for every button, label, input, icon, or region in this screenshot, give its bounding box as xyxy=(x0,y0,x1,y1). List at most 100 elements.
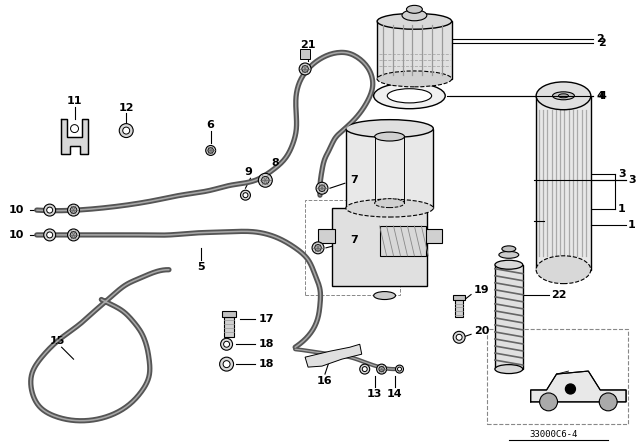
Text: 7: 7 xyxy=(350,235,358,245)
Circle shape xyxy=(70,232,77,238)
Text: 19: 19 xyxy=(474,284,490,295)
Ellipse shape xyxy=(552,92,575,100)
Ellipse shape xyxy=(495,260,523,269)
Text: 18: 18 xyxy=(259,339,274,349)
Circle shape xyxy=(299,63,311,75)
Circle shape xyxy=(123,127,130,134)
Polygon shape xyxy=(531,371,626,402)
Text: 33000C6-4: 33000C6-4 xyxy=(529,430,578,439)
Text: 22: 22 xyxy=(552,289,567,300)
Bar xyxy=(221,311,236,318)
Bar xyxy=(536,96,591,270)
Circle shape xyxy=(44,204,56,216)
Text: 9: 9 xyxy=(244,167,252,177)
Text: 10: 10 xyxy=(8,205,24,215)
Circle shape xyxy=(312,242,324,254)
Ellipse shape xyxy=(374,292,396,300)
Ellipse shape xyxy=(346,120,433,138)
Circle shape xyxy=(70,207,77,213)
Polygon shape xyxy=(61,119,88,155)
Circle shape xyxy=(68,229,79,241)
Circle shape xyxy=(119,124,133,138)
Text: 17: 17 xyxy=(259,314,274,324)
Ellipse shape xyxy=(406,5,422,13)
Circle shape xyxy=(319,185,325,191)
Text: 3: 3 xyxy=(628,175,636,185)
Text: 12: 12 xyxy=(118,103,134,113)
Circle shape xyxy=(223,341,230,347)
Bar xyxy=(332,208,427,286)
Ellipse shape xyxy=(536,82,591,110)
Text: 2: 2 xyxy=(598,38,606,48)
Circle shape xyxy=(362,366,367,371)
Circle shape xyxy=(360,364,370,374)
Bar xyxy=(453,294,465,300)
Circle shape xyxy=(68,204,79,216)
Circle shape xyxy=(220,357,234,371)
Ellipse shape xyxy=(374,198,404,207)
Circle shape xyxy=(44,229,56,241)
Text: 13: 13 xyxy=(367,389,382,399)
Circle shape xyxy=(456,334,462,340)
Circle shape xyxy=(397,367,401,371)
Circle shape xyxy=(302,66,308,72)
Circle shape xyxy=(259,173,272,187)
Ellipse shape xyxy=(536,256,591,284)
Circle shape xyxy=(453,332,465,343)
Circle shape xyxy=(396,365,403,373)
Ellipse shape xyxy=(495,365,523,374)
Ellipse shape xyxy=(499,251,519,258)
Bar xyxy=(424,229,442,243)
Ellipse shape xyxy=(559,94,568,98)
Bar xyxy=(377,21,452,79)
Text: 2: 2 xyxy=(596,34,604,44)
Text: 21: 21 xyxy=(300,40,316,50)
Text: 14: 14 xyxy=(387,389,403,399)
Bar xyxy=(300,49,310,59)
Text: 10: 10 xyxy=(8,230,24,240)
Circle shape xyxy=(262,177,269,184)
Bar xyxy=(317,229,335,243)
Ellipse shape xyxy=(374,83,445,109)
Text: 1: 1 xyxy=(618,204,626,214)
Circle shape xyxy=(47,207,52,213)
Text: 20: 20 xyxy=(474,326,490,336)
Circle shape xyxy=(377,364,387,374)
Text: 3: 3 xyxy=(618,169,626,179)
Bar xyxy=(346,129,433,208)
Circle shape xyxy=(221,338,232,350)
Ellipse shape xyxy=(402,10,427,21)
Circle shape xyxy=(315,245,321,251)
Ellipse shape xyxy=(377,71,452,87)
Circle shape xyxy=(243,193,248,198)
Circle shape xyxy=(599,393,617,411)
Bar xyxy=(487,329,628,424)
Polygon shape xyxy=(305,344,362,367)
Circle shape xyxy=(241,190,250,200)
Ellipse shape xyxy=(377,13,452,29)
Circle shape xyxy=(540,393,557,411)
Circle shape xyxy=(223,361,230,368)
Text: 8: 8 xyxy=(271,159,279,168)
Text: 5: 5 xyxy=(197,262,205,272)
Text: 4: 4 xyxy=(596,91,604,101)
Bar xyxy=(455,296,463,318)
Text: 18: 18 xyxy=(259,359,274,369)
Bar xyxy=(305,200,399,294)
Text: 1: 1 xyxy=(628,220,636,230)
Circle shape xyxy=(566,384,575,394)
Circle shape xyxy=(70,125,79,133)
Ellipse shape xyxy=(502,246,516,252)
Bar xyxy=(495,265,523,369)
Text: 7: 7 xyxy=(350,175,358,185)
Text: 6: 6 xyxy=(207,120,214,129)
Bar xyxy=(223,318,234,337)
Ellipse shape xyxy=(374,132,404,141)
Text: 11: 11 xyxy=(67,96,83,106)
Circle shape xyxy=(316,182,328,194)
Ellipse shape xyxy=(346,199,433,217)
Text: 15: 15 xyxy=(50,336,65,346)
Text: 4: 4 xyxy=(598,91,606,101)
Circle shape xyxy=(205,146,216,155)
Circle shape xyxy=(379,366,385,372)
